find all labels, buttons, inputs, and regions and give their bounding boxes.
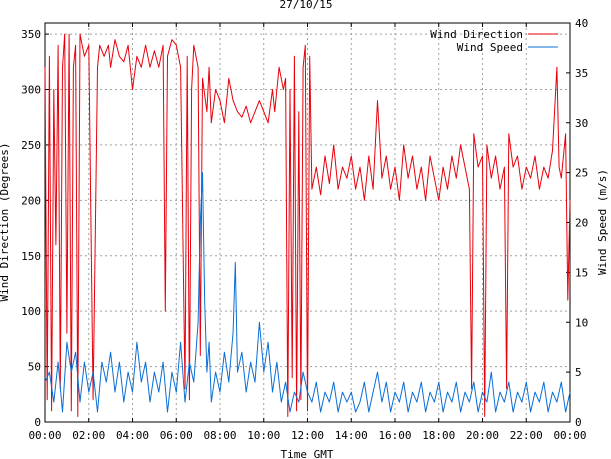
y-left-tick-label: 150 [21, 250, 41, 263]
y-right-tick-label: 0 [575, 416, 582, 429]
y-left-tick-label: 0 [34, 416, 41, 429]
y-left-tick-label: 100 [21, 305, 41, 318]
y-right-axis-ticks: 0 5 10 15 20 25 30 35 40 [566, 17, 588, 429]
x-tick-label: 02:00 [72, 429, 105, 442]
wind-direction-line [44, 33, 571, 417]
y-right-tick-label: 25 [575, 167, 588, 180]
y-right-tick-label: 35 [575, 67, 588, 80]
y-right-tick-label: 40 [575, 17, 588, 30]
y-left-axis-ticks: 0 50 100 150 200 250 300 350 [21, 28, 49, 429]
x-tick-label: 00:00 [28, 429, 61, 442]
y-left-tick-label: 50 [28, 361, 41, 374]
y-left-tick-label: 350 [21, 28, 41, 41]
y-right-tick-label: 20 [575, 217, 588, 230]
y-right-tick-label: 15 [575, 266, 588, 279]
chart-title: 27/10/15 [280, 0, 333, 11]
x-tick-label: 14:00 [335, 429, 368, 442]
y-left-tick-label: 200 [21, 194, 41, 207]
legend-label: Wind Speed [457, 41, 523, 54]
y-left-tick-label: 300 [21, 84, 41, 97]
x-tick-label: 20:00 [466, 429, 499, 442]
series-lines [44, 33, 571, 417]
x-tick-label: 00:00 [553, 429, 586, 442]
wind-speed-line [44, 172, 571, 413]
y-right-tick-label: 5 [575, 366, 582, 379]
x-axis-label: Time GMT [281, 448, 334, 459]
x-tick-label: 22:00 [510, 429, 543, 442]
x-tick-label: 06:00 [160, 429, 193, 442]
y-left-tick-label: 250 [21, 139, 41, 152]
y-left-axis-label: Wind Direction (Degrees) [0, 143, 11, 302]
x-tick-label: 04:00 [116, 429, 149, 442]
x-tick-label: 10:00 [247, 429, 280, 442]
x-tick-label: 16:00 [378, 429, 411, 442]
y-right-tick-label: 10 [575, 316, 588, 329]
y-right-tick-label: 30 [575, 117, 588, 130]
x-axis-ticks: 00:00 02:00 04:00 06:00 08:00 10:00 12:00 14:00… [28, 23, 587, 442]
x-tick-label: 08:00 [203, 429, 236, 442]
x-tick-label: 18:00 [422, 429, 455, 442]
x-tick-label: 12:00 [291, 429, 324, 442]
y-right-axis-label: Wind Speed (m/s) [596, 169, 609, 275]
legend-label: Wind Direction [430, 28, 523, 41]
